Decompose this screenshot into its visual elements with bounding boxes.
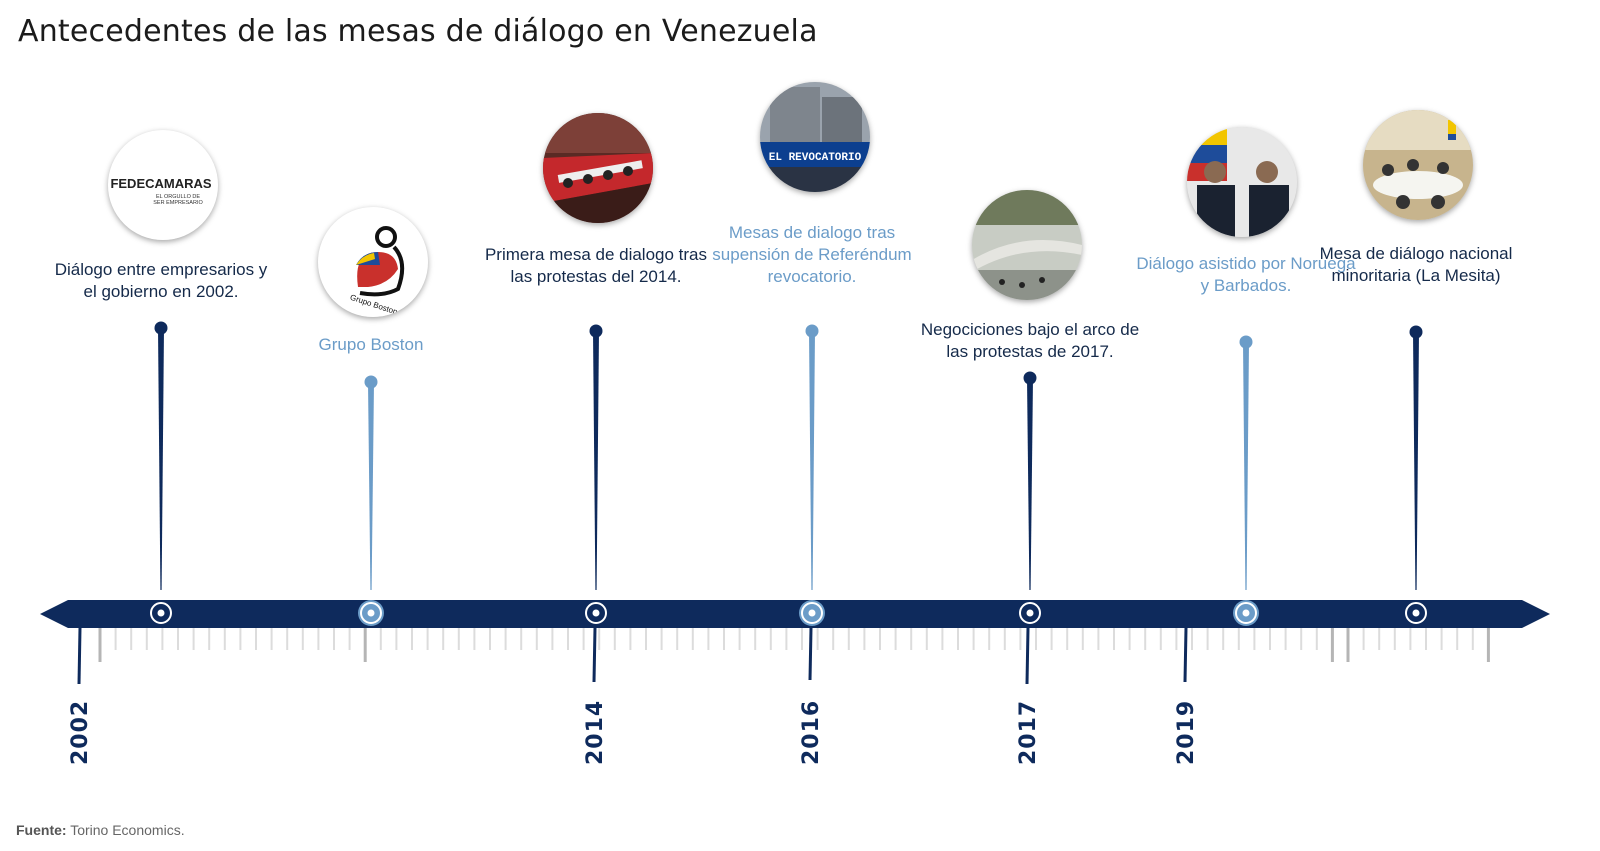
year-label: 2014 [583, 699, 608, 765]
year-tick [808, 627, 813, 681]
svg-text:EL ORGULLO DE: EL ORGULLO DE [156, 194, 200, 200]
event-pin [1023, 371, 1037, 385]
event-marker-dot [367, 609, 375, 617]
event-marker-ring [801, 602, 823, 624]
event-label: Primera mesa de dialogo tras las protest… [484, 245, 708, 286]
officials-photo [1187, 127, 1297, 237]
event-stem [593, 331, 599, 590]
svg-text:EL REVOCATORIO: EL REVOCATORIO [769, 152, 862, 164]
meeting-photo [543, 113, 653, 223]
year-label: 2017 [1016, 699, 1041, 765]
event-marker-ring [360, 602, 382, 624]
event-label: Diálogo asistido por Noruega y Barbados. [1136, 254, 1356, 295]
event-pin [154, 321, 168, 335]
source-note: Fuente: Torino Economics. [16, 822, 185, 838]
event-marker-ring [585, 602, 607, 624]
event-stem [1027, 378, 1033, 590]
event-pin [1239, 335, 1253, 349]
event-pin [1409, 325, 1423, 339]
event-marker-ring [1019, 602, 1041, 624]
year-label: 2019 [1174, 699, 1199, 765]
fedecamaras-logo: FEDECAMARAS EL ORGULLO DE SER EMPRESARIO [108, 130, 218, 240]
year-tick [1183, 627, 1188, 683]
event-stem [158, 328, 164, 590]
year-tick [1025, 627, 1030, 685]
year-tick [592, 627, 597, 683]
timeline-band [40, 600, 1550, 628]
event-marker-dot [1026, 609, 1034, 617]
event-stem [809, 331, 815, 590]
minor-ticks [98, 628, 1490, 662]
event-label: Mesa de diálogo nacional minoritaria (La… [1319, 244, 1513, 285]
event-marker-dot [1412, 609, 1420, 617]
event-marker-ring [1405, 602, 1427, 624]
event-stem [368, 382, 374, 590]
event-marker-dot [1242, 609, 1250, 617]
event-marker-dot [592, 609, 600, 617]
year-label: 2002 [68, 699, 93, 765]
svg-text:FEDECAMARAS: FEDECAMARAS [110, 176, 211, 191]
event-label: Negociciones bajo el arco de las protest… [920, 320, 1140, 361]
year-label: 2016 [799, 699, 824, 765]
event-marker-ring [1235, 602, 1257, 624]
event-pin [589, 324, 603, 338]
protest-highway-photo [972, 190, 1082, 300]
event-label: Mesas de dialogo tras supensión de Refer… [712, 223, 912, 286]
event-marker-ring [150, 602, 172, 624]
event-label: Diálogo entre empresarios y el gobierno … [54, 260, 268, 301]
year-tick [77, 627, 82, 685]
event-stem [1243, 342, 1249, 590]
source-text: Torino Economics. [70, 822, 185, 838]
event-marker-dot [808, 609, 816, 617]
svg-text:SER EMPRESARIO: SER EMPRESARIO [153, 200, 203, 206]
page-title: Antecedentes de las mesas de diálogo en … [18, 14, 818, 49]
event-marker-dot [157, 609, 165, 617]
source-label: Fuente: [16, 822, 67, 838]
round-table-photo [1363, 110, 1473, 220]
event-pin [364, 375, 378, 389]
protest-banner-photo: EL REVOCATORIO [760, 82, 870, 192]
event-stem [1413, 332, 1419, 590]
event-pin [805, 324, 819, 338]
grupo-boston-logo: Grupo Boston [318, 207, 428, 317]
event-label: Grupo Boston [318, 335, 424, 354]
